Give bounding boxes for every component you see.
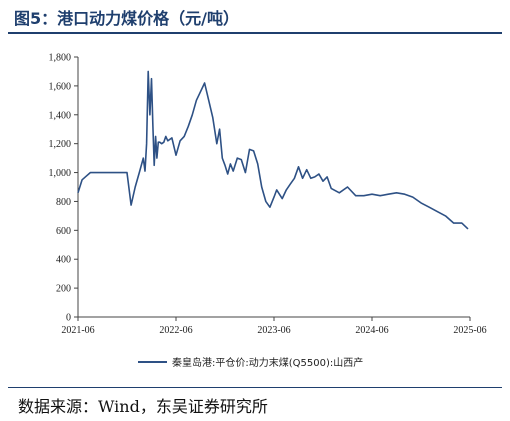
x-tick-label: 2023-06 [257, 325, 290, 336]
y-tick-label: 200 [56, 284, 71, 295]
title-bar: 图5：港口动力煤价格（元/吨） [0, 0, 510, 34]
y-tick-label: 600 [56, 226, 71, 237]
source-rule [8, 387, 502, 388]
y-tick-label: 1,200 [49, 139, 72, 150]
x-tick-label: 2025-06 [453, 325, 486, 336]
y-tick-label: 800 [56, 197, 71, 208]
x-tick-label: 2022-06 [159, 325, 192, 336]
price-line-chart: 0 200 400 600 800 1,000 1,200 1,400 1,600 1,800 20… [49, 53, 487, 370]
series-line [77, 70, 469, 230]
legend-label: 秦皇岛港:平仓价:动力末煤(Q5500):山西产 [172, 356, 363, 369]
y-tick-label: 1,000 [49, 168, 72, 179]
chart-title: 图5：港口动力煤价格（元/吨） [14, 9, 239, 28]
x-tick-label: 2024-06 [355, 325, 388, 336]
y-tick-label: 1,600 [49, 81, 72, 92]
x-tick-label: 2021-06 [61, 325, 94, 336]
data-source: 数据来源：Wind，东吴证券研究所 [18, 397, 268, 416]
title-rule [8, 32, 502, 34]
y-tick-label: 1,400 [49, 110, 72, 121]
y-tick-label: 0 [66, 313, 71, 324]
y-tick-label: 1,800 [49, 53, 72, 64]
y-tick-label: 400 [56, 255, 71, 266]
